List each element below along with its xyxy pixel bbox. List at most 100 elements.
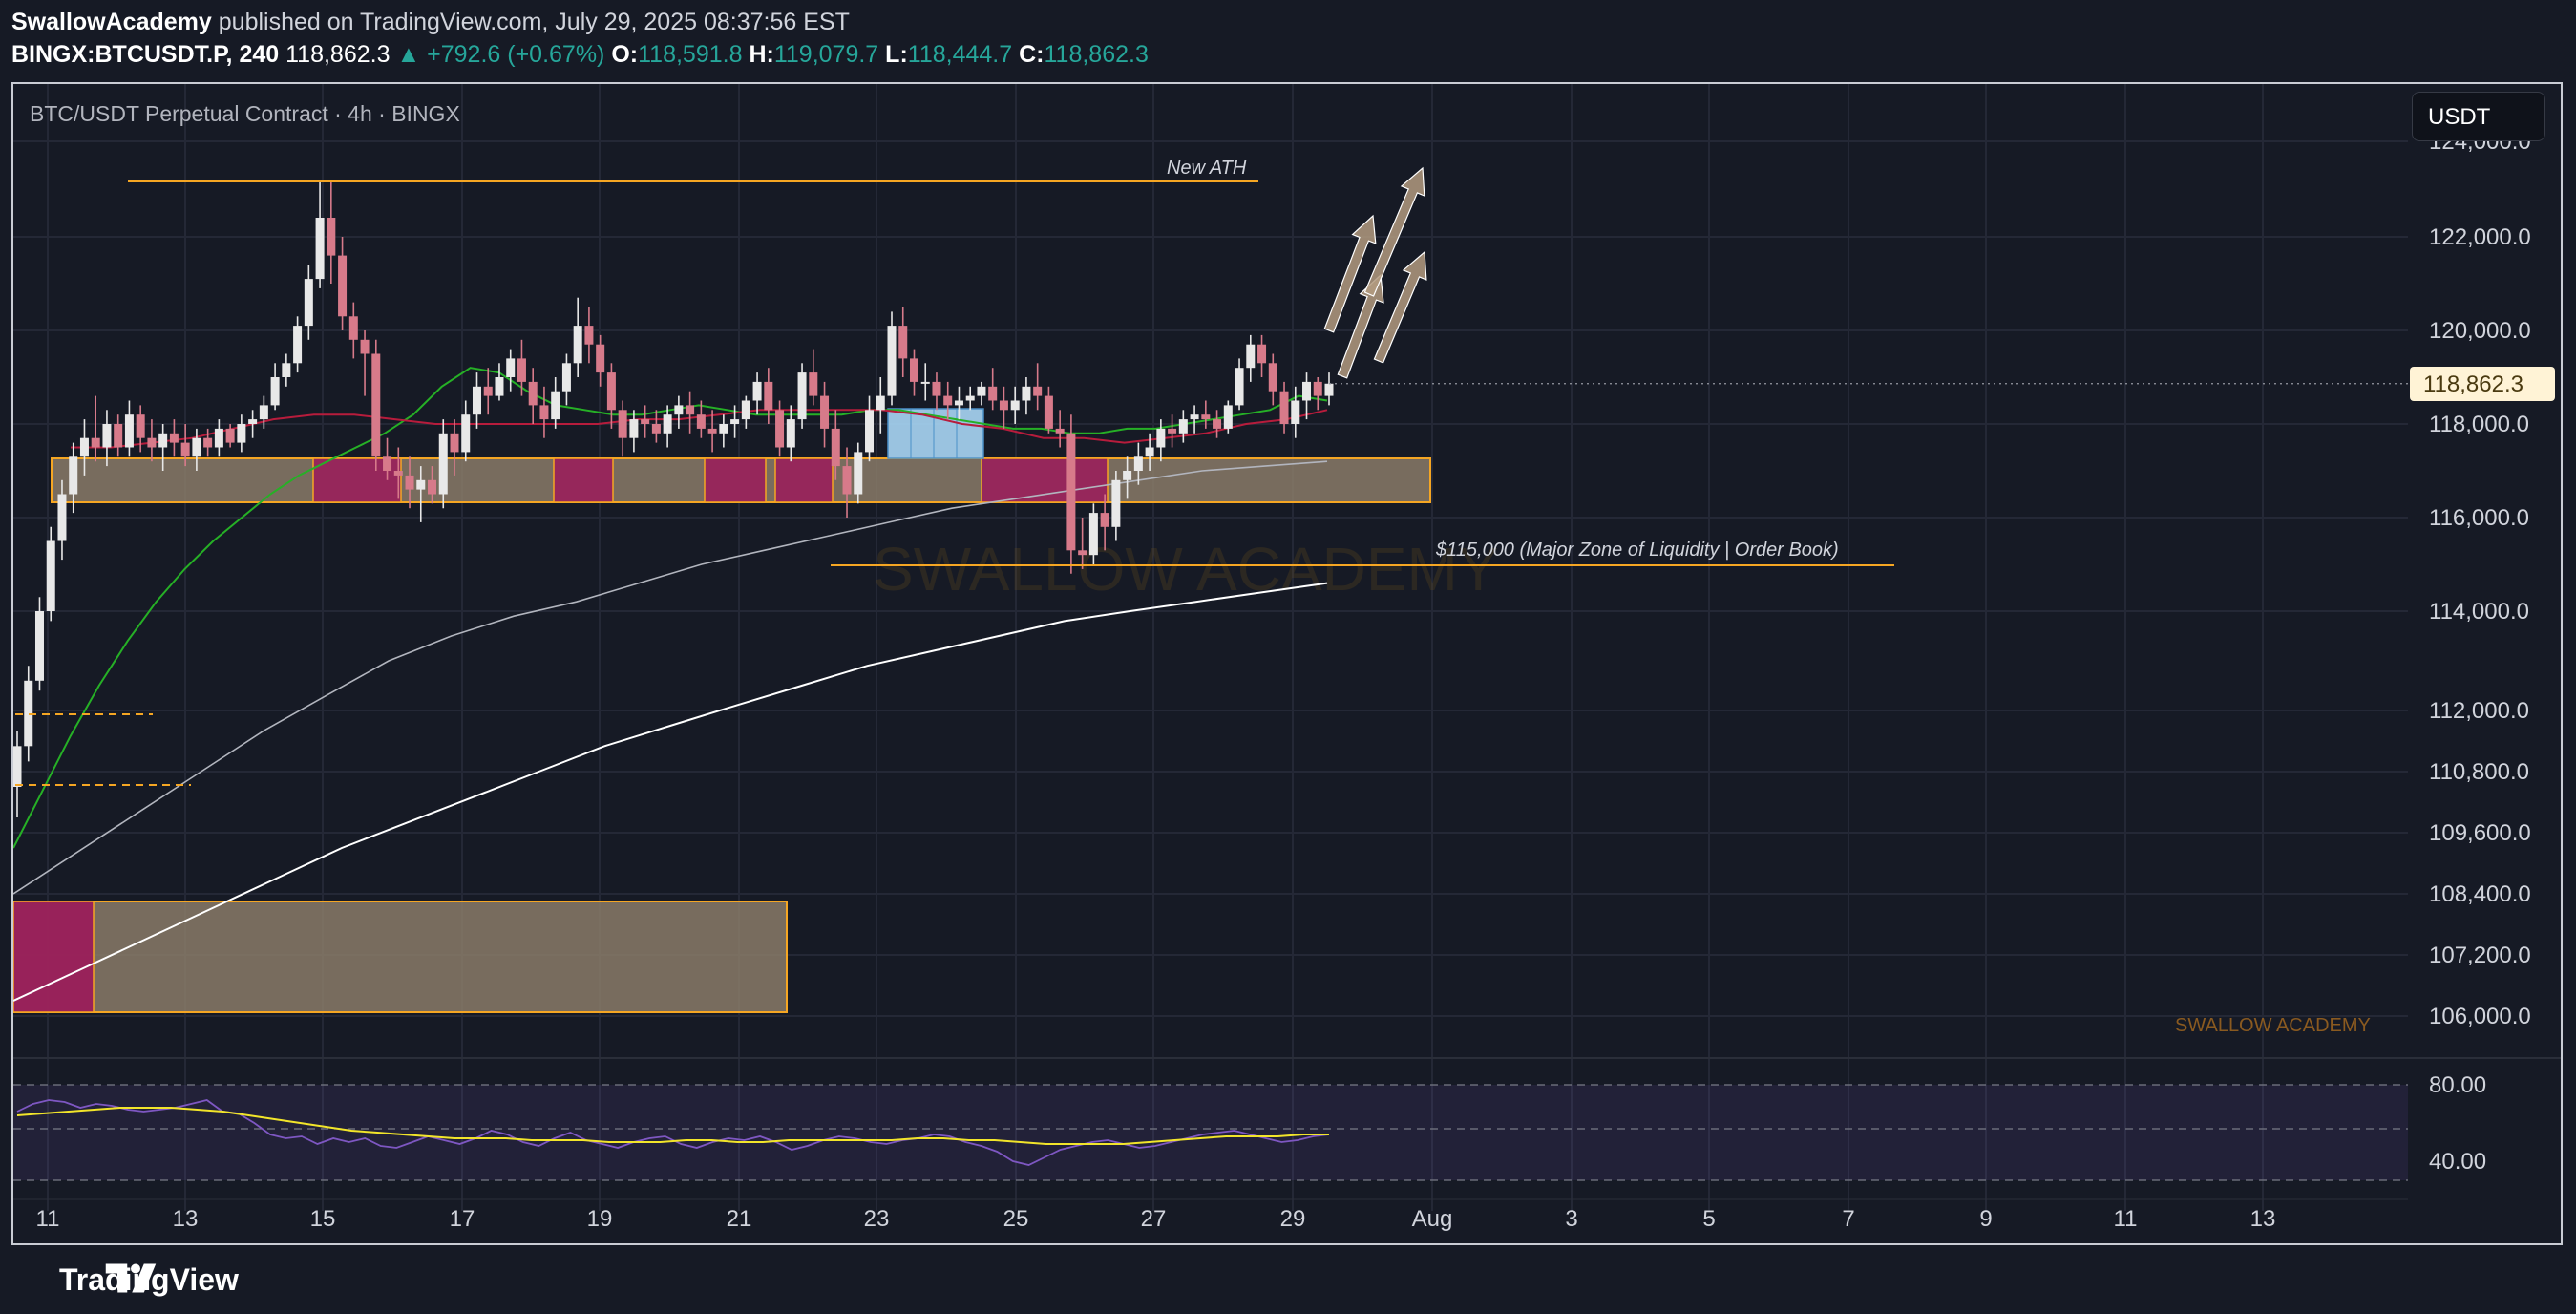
candle[interactable] [809,349,818,406]
candle[interactable] [1279,381,1289,434]
candle[interactable] [1066,414,1076,574]
candle[interactable] [248,410,258,438]
candle[interactable] [865,395,875,462]
candle[interactable] [596,334,605,387]
candle[interactable] [696,400,706,438]
candle[interactable] [79,419,89,476]
author-name[interactable]: SwallowAcademy [11,9,212,35]
candle[interactable] [461,400,471,462]
candle[interactable] [203,428,213,457]
candle[interactable] [517,339,526,396]
candle[interactable] [584,307,594,364]
candle[interactable] [719,414,728,448]
candle[interactable] [1078,518,1087,569]
candle[interactable] [383,437,392,480]
candle[interactable] [943,381,953,420]
candle[interactable] [405,456,414,509]
candle[interactable] [1111,471,1121,541]
candle[interactable] [551,377,560,429]
candle[interactable] [954,386,963,420]
candle[interactable] [820,381,830,448]
candle[interactable] [988,368,998,411]
candle[interactable] [1324,372,1334,406]
candle[interactable] [438,419,448,509]
candle[interactable] [1235,358,1244,411]
candle[interactable] [360,330,370,396]
candle[interactable] [1010,386,1020,424]
liquidity-cluster[interactable] [553,457,614,503]
candle[interactable] [629,410,639,453]
candle[interactable] [1156,419,1166,462]
candle[interactable] [651,410,661,443]
candle[interactable] [46,526,55,622]
candle[interactable] [393,447,403,499]
candle[interactable] [158,424,168,471]
candle[interactable] [450,419,459,476]
candle[interactable] [842,447,852,519]
candle[interactable] [348,302,358,359]
candle[interactable] [539,386,549,438]
chart-pane[interactable]: SWALLOW ACADEMY New ATH $115,000 (Major … [11,82,2563,1245]
candle[interactable] [1213,410,1222,438]
candle[interactable] [506,349,516,392]
candle[interactable] [764,368,773,424]
candle[interactable] [920,363,930,401]
candle[interactable] [1100,494,1109,551]
candle[interactable] [147,419,157,462]
candle[interactable] [1268,353,1277,406]
candle[interactable] [1257,334,1267,377]
candle[interactable] [1044,386,1053,434]
candle[interactable] [169,419,179,457]
candle[interactable] [1022,377,1031,415]
candle[interactable] [69,442,78,514]
candle[interactable] [371,339,381,471]
currency-selector[interactable]: USDT [2412,92,2545,141]
candle[interactable] [999,386,1008,429]
liquidity-cluster[interactable] [704,457,767,503]
candle[interactable] [1223,400,1233,434]
candle[interactable] [1088,503,1098,564]
candle[interactable] [1168,414,1177,448]
candle[interactable] [1246,334,1256,382]
candle[interactable] [674,395,684,429]
candle[interactable] [483,368,493,415]
candle[interactable] [1291,386,1300,438]
candle[interactable] [1302,372,1312,420]
candle[interactable] [237,414,246,453]
candle[interactable] [91,395,100,462]
candle[interactable] [752,372,762,415]
candle[interactable] [932,372,941,411]
candle[interactable] [304,265,313,340]
candle[interactable] [606,363,616,429]
candle[interactable] [561,353,571,406]
candle[interactable] [428,466,437,504]
candle[interactable] [293,316,303,373]
candle[interactable] [24,666,33,762]
candle[interactable] [472,372,481,429]
candle[interactable] [338,237,348,330]
candle[interactable] [259,395,268,429]
candle[interactable] [909,349,918,396]
candle[interactable] [136,405,145,453]
candle[interactable] [618,400,627,457]
candle[interactable] [730,405,740,438]
candle[interactable] [876,377,885,434]
candle[interactable] [528,368,538,424]
candle[interactable] [831,410,840,480]
candle[interactable] [34,597,44,691]
candle[interactable] [180,424,190,467]
candle[interactable] [270,363,280,411]
candle[interactable] [965,386,975,411]
liquidity-cluster[interactable] [981,457,1109,503]
candle[interactable] [641,405,650,438]
candle[interactable] [214,419,223,457]
candle[interactable] [114,414,123,457]
candle[interactable] [315,180,325,288]
candle[interactable] [663,405,672,448]
candle[interactable] [977,381,986,406]
candle[interactable] [192,428,201,471]
candle[interactable] [327,180,336,284]
candle[interactable] [1313,377,1322,411]
candle[interactable] [898,307,908,378]
candle[interactable] [854,442,863,504]
